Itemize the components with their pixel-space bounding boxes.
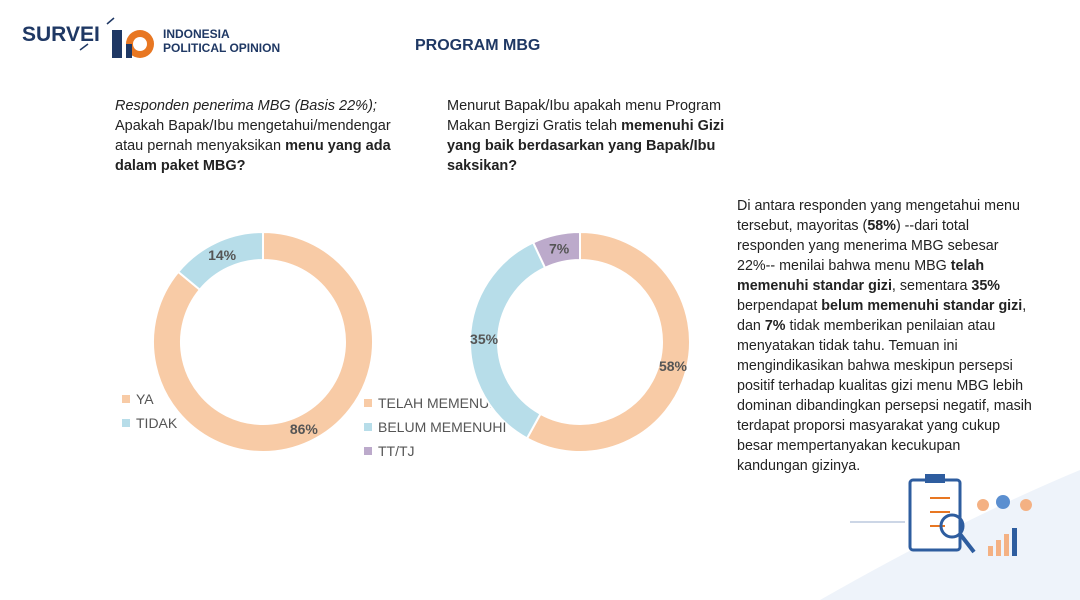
text-run: Menurut Bapak/Ibu apakah menu Program Ma… xyxy=(447,98,722,134)
data-label: 35% xyxy=(470,331,499,347)
donut-segment xyxy=(152,230,374,453)
text-run: belum memenuhi standar gizi xyxy=(821,298,1023,314)
narrative: Di antara responden yang mengetahui menu… xyxy=(737,196,1032,476)
legend-swatch xyxy=(364,447,372,455)
text-run: , dan xyxy=(737,298,1027,334)
org-line: POLITICAL OPINION xyxy=(163,41,280,55)
legend-label: TT/TJ xyxy=(378,443,415,459)
text-run: memenuhi Gizi yang baik berdasarkan yang… xyxy=(447,118,725,174)
legend-label: BELUM MEMENUHI xyxy=(378,419,506,435)
legend-swatch xyxy=(364,423,372,431)
donut-segment xyxy=(525,230,691,453)
question: Menurut Bapak/Ibu apakah menu Program Ma… xyxy=(447,96,747,176)
brand: SURVEI xyxy=(22,23,100,46)
data-label: 14% xyxy=(208,247,237,263)
text-run: , sementara xyxy=(891,278,972,294)
legend-label: TELAH MEMENUHI xyxy=(378,395,503,411)
donut-segment xyxy=(176,230,264,292)
donut-segment xyxy=(531,230,581,270)
icon xyxy=(850,474,1032,556)
text-run: telah memenuhi standar gizi xyxy=(737,258,985,294)
slide-title: PROGRAM MBG xyxy=(415,37,540,54)
data-label: 58% xyxy=(659,358,688,374)
text-run: Responden penerima MBG (Basis 22%); xyxy=(115,98,377,114)
text-run: menu yang ada dalam paket MBG? xyxy=(115,138,391,174)
text-run: Di antara responden yang mengetahui menu… xyxy=(737,198,1020,234)
text-run: ) --dari total responden yang menerima M… xyxy=(737,218,999,274)
legend-swatch xyxy=(364,399,372,407)
text-run: tidak memberikan penilaian atau menyatak… xyxy=(737,318,1032,474)
text-run: 35% xyxy=(971,278,1001,294)
text-run: Apakah Bapak/Ibu mengetahui/mendengar at… xyxy=(115,118,391,154)
text-run: 7% xyxy=(764,318,786,334)
data-label: 86% xyxy=(290,421,319,437)
data-label: 7% xyxy=(549,240,570,256)
legend-swatch xyxy=(122,419,130,427)
legend-label: TIDAK xyxy=(136,415,178,431)
text-run: 58% xyxy=(867,218,896,234)
legend-label: YA xyxy=(136,391,154,407)
legend-swatch xyxy=(122,395,130,403)
org-line: INDONESIA xyxy=(163,27,230,41)
question: Responden penerima MBG (Basis 22%); Apak… xyxy=(115,96,415,176)
logo xyxy=(79,17,154,58)
text-run: berpendapat xyxy=(737,298,822,314)
